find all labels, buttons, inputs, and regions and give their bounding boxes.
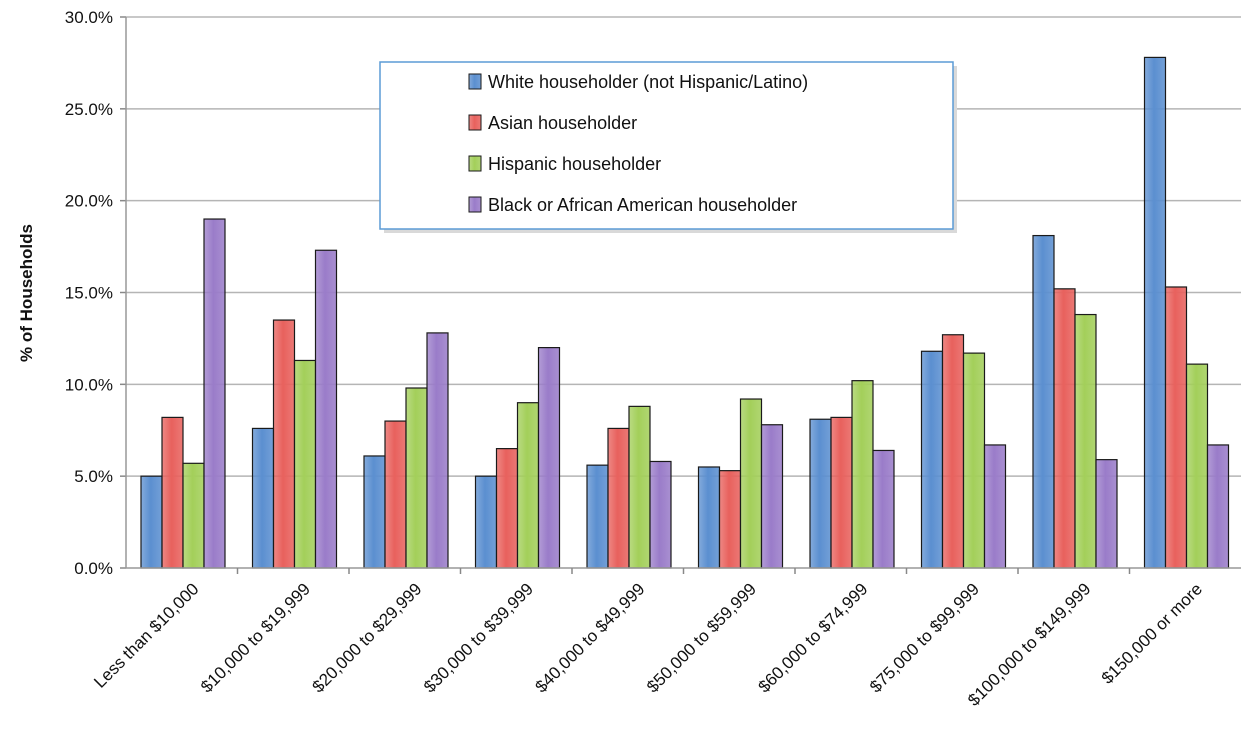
bar <box>920 350 944 569</box>
x-tick-label: $30,000 to $39,999 <box>420 579 537 696</box>
y-tick-label: 20.0% <box>65 192 113 211</box>
bar <box>1074 313 1097 569</box>
y-tick-label: 0.0% <box>74 559 113 578</box>
bar <box>697 466 721 569</box>
bar <box>293 359 317 569</box>
x-tick-label: $100,000 to $149,999 <box>964 579 1094 709</box>
bar <box>851 380 874 569</box>
bar <box>1095 459 1118 569</box>
legend-swatch <box>468 73 482 90</box>
bar <box>962 352 986 569</box>
x-tick-label: $10,000 to $19,999 <box>197 579 314 696</box>
y-tick-label: 30.0% <box>65 8 113 27</box>
bar <box>405 387 428 569</box>
bar <box>628 405 651 569</box>
x-tick-label: $60,000 to $74,999 <box>755 579 872 696</box>
bar <box>607 427 630 569</box>
bar <box>140 475 163 569</box>
x-tick-label: $20,000 to $29,999 <box>309 579 426 696</box>
bar <box>830 416 853 569</box>
bar <box>941 334 965 569</box>
x-tick-label: Less than $10,000 <box>90 579 202 691</box>
bar <box>1164 286 1188 569</box>
y-axis-title: % of Households <box>17 224 36 362</box>
bar <box>516 402 540 569</box>
legend-swatch <box>468 196 482 213</box>
bar <box>809 418 832 569</box>
bar <box>872 449 895 569</box>
bar <box>203 218 226 569</box>
bar <box>586 464 609 569</box>
legend-label: Hispanic householder <box>488 154 661 174</box>
bar <box>182 462 205 569</box>
x-tick-label: $150,000 or more <box>1098 579 1206 687</box>
bar <box>1032 234 1055 569</box>
legend: White householder (not Hispanic/Latino) A… <box>379 61 957 233</box>
bar <box>251 427 275 569</box>
bar <box>426 332 449 569</box>
bar <box>1206 444 1230 569</box>
bar <box>272 319 296 569</box>
x-axis-ticks: Less than $10,000$10,000 to $19,999$20,0… <box>90 568 1206 710</box>
bar <box>1185 363 1209 569</box>
y-tick-label: 5.0% <box>74 467 113 486</box>
bar <box>983 444 1007 569</box>
bar <box>649 460 672 569</box>
y-tick-label: 25.0% <box>65 100 113 119</box>
bar <box>363 455 386 569</box>
y-tick-label: 10.0% <box>65 375 113 394</box>
bars <box>140 56 1230 569</box>
bar <box>474 475 498 569</box>
bar <box>739 398 763 569</box>
y-tick-label: 15.0% <box>65 284 113 303</box>
legend-label: White householder (not Hispanic/Latino) <box>488 72 808 92</box>
x-tick-label: $50,000 to $59,999 <box>643 579 760 696</box>
x-tick-label: $75,000 to $99,999 <box>866 579 983 696</box>
bar <box>161 416 184 569</box>
bar <box>718 470 742 569</box>
legend-swatch <box>468 114 482 131</box>
bar <box>495 448 519 569</box>
bar <box>314 249 338 569</box>
bar <box>760 424 784 569</box>
legend-label: Asian householder <box>488 113 637 133</box>
bar <box>1143 56 1167 569</box>
bar <box>1053 288 1076 569</box>
bar <box>537 347 561 569</box>
x-tick-label: $40,000 to $49,999 <box>532 579 649 696</box>
bar <box>384 420 407 569</box>
legend-label: Black or African American householder <box>488 195 797 215</box>
y-axis-ticks: 0.0% 5.0% 10.0% 15.0% 20.0% 25.0% 30.0% <box>65 8 126 578</box>
legend-swatch <box>468 155 482 172</box>
